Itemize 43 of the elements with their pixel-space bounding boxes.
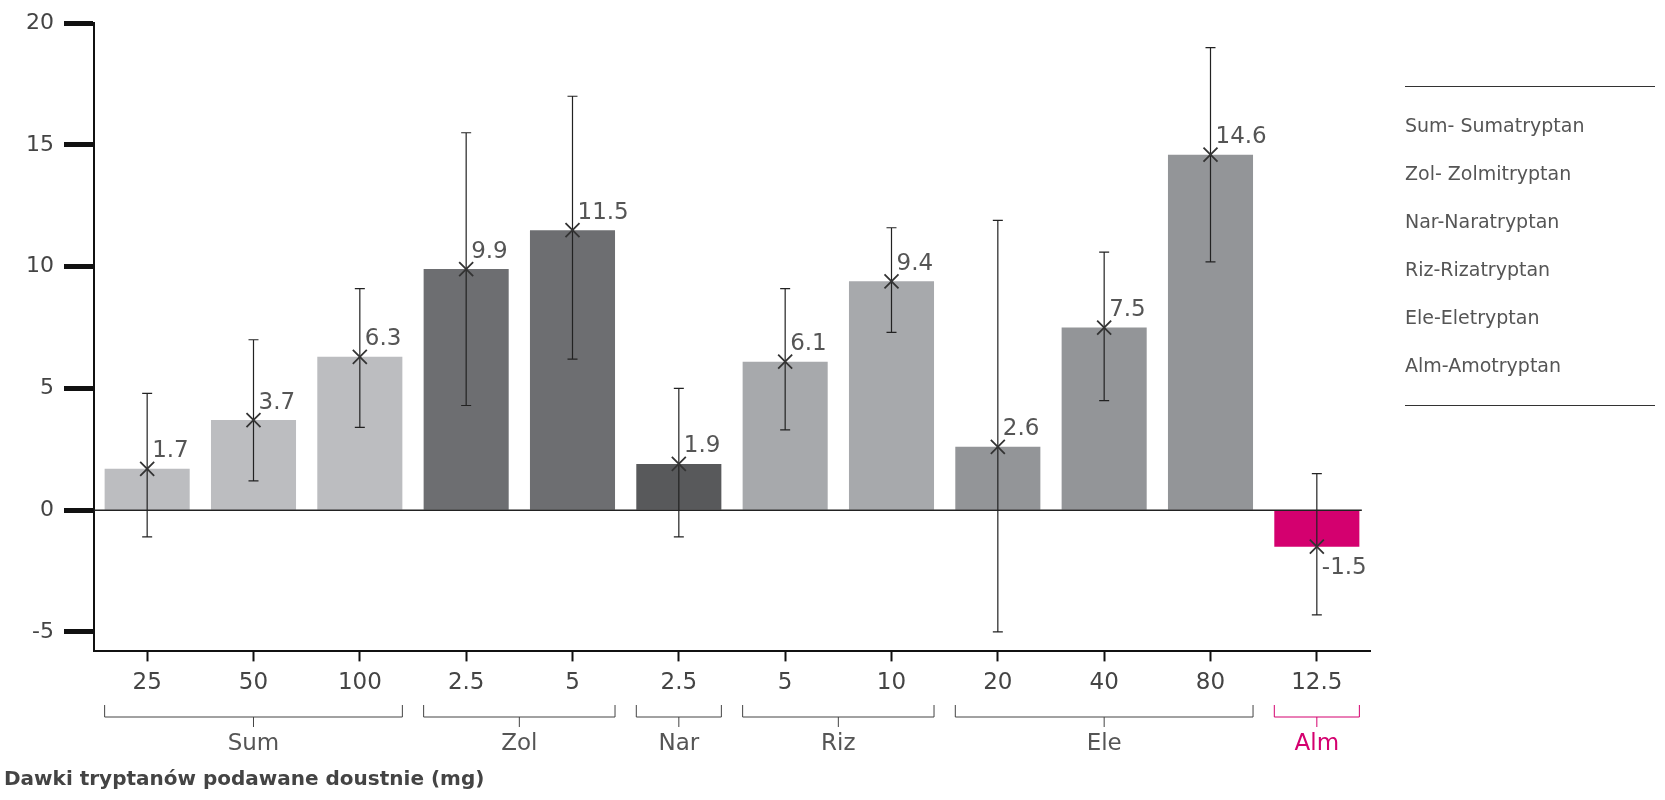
text: Zol- Zolmitryptan [1405, 161, 1573, 186]
x-tick-label: 5 [565, 668, 580, 695]
data-label: 9.9 [471, 236, 508, 263]
x-tick-label: 2.5 [660, 668, 698, 695]
data-label: 6.3 [364, 324, 402, 351]
x-tick-label: 20 [983, 668, 1013, 695]
text: Riz-Rizatryptan [1405, 257, 1552, 282]
y-tick-label: 20 [25, 8, 54, 34]
text: Zol [501, 729, 538, 756]
text: Alm-Amotryptan [1405, 353, 1563, 378]
data-label: 11.5 [577, 197, 629, 224]
y-tick-label: 15 [25, 130, 54, 156]
y-tick-label: -5 [32, 617, 54, 643]
text: Riz [821, 729, 856, 756]
x-tick-label: 50 [238, 668, 269, 695]
data-label: 1.9 [683, 431, 721, 458]
text: Ele [1086, 729, 1122, 756]
x-axis-title: Dawki tryptanów podawane doustnie (mg) [4, 766, 485, 790]
x-tick-label: 80 [1195, 668, 1226, 695]
y-tick-label: 10 [25, 252, 54, 278]
x-tick-label: 40 [1089, 668, 1119, 695]
x-tick-label: 10 [876, 668, 907, 695]
text: Sum [227, 729, 280, 756]
data-label: -1.5 [1321, 553, 1367, 580]
x-tick-label: 2.5 [447, 668, 485, 695]
data-label: 3.7 [258, 387, 296, 414]
text: Alm [1294, 729, 1340, 756]
data-label: 6.1 [790, 329, 827, 356]
x-tick-label: 5 [777, 668, 793, 695]
text: Nar [658, 729, 700, 756]
data-label: 1.7 [152, 436, 189, 463]
x-tick-label: 12.5 [1291, 668, 1343, 695]
text: Sum- Sumatryptan [1405, 113, 1586, 138]
data-label: 9.4 [896, 248, 934, 275]
x-tick-label: 25 [132, 668, 162, 695]
data-label: 7.5 [1109, 295, 1146, 322]
text: Ele-Eletryptan [1405, 305, 1541, 330]
data-label: 2.6 [1002, 414, 1040, 441]
x-tick-label: 100 [337, 668, 382, 695]
y-tick-label: 5 [39, 374, 54, 400]
text: Nar-Naratryptan [1405, 209, 1561, 234]
y-tick-label: 0 [39, 495, 54, 521]
data-label: 14.6 [1215, 122, 1267, 149]
